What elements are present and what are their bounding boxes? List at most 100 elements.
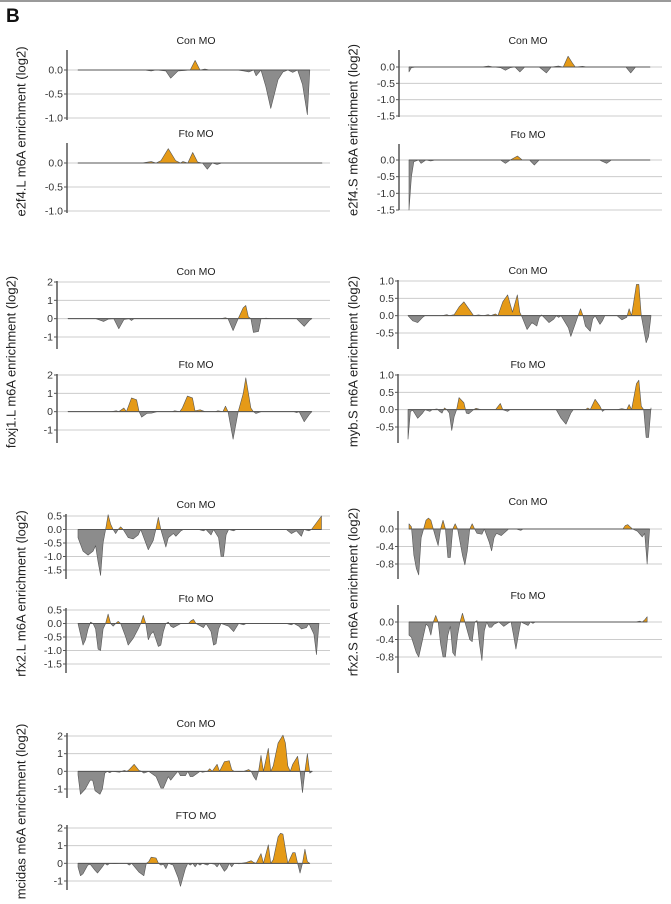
subplot-fto-mo: Fto MO 0.50.0 -0.5-1.0 -1.5: [44, 593, 330, 673]
negative-area: [408, 159, 651, 211]
y-tick-label: 2: [57, 823, 63, 835]
y-tick-label: -0.5: [45, 182, 63, 194]
positive-area: [67, 305, 313, 319]
y-tick-label: -0.5: [44, 632, 62, 644]
subplot-title: Fto MO: [510, 590, 545, 602]
y-tick-label: -0.4: [376, 634, 394, 646]
negative-area: [408, 621, 648, 661]
subplot-title: Fto MO: [178, 593, 213, 605]
subplot-con-mo: Con MO 0.50.0 -0.5-1.0 -1.5: [44, 499, 330, 579]
y-tick-label: -1.5: [377, 111, 395, 123]
y-tick-label: 1: [57, 748, 63, 760]
subplot-title: FTO MO: [176, 810, 217, 822]
y-tick-label: 1: [47, 388, 53, 400]
subplot-fto-mo: Fto MO 1.0 0.5 0.0 -0.5: [376, 359, 662, 443]
y-tick-label: 0.0: [379, 310, 394, 322]
y-tick-label: 0.0: [380, 155, 395, 167]
top-border: [0, 0, 671, 2]
chart-e2f4.L: e2f4.L m6A enrichment (log2) Con MO 0.0 -0.…: [13, 35, 330, 218]
y-tick-label: 0.0: [379, 524, 394, 536]
negative-area: [77, 162, 323, 170]
y-tick-label: -0.5: [44, 538, 62, 550]
subplot-con-mo: Con MO 1.0 0.5 0.0 -0.5: [376, 265, 662, 349]
subplot-title: Con MO: [176, 499, 215, 511]
y-tick-label: 0.0: [47, 524, 62, 536]
positive-area: [407, 379, 652, 410]
y-tick-label: 2: [57, 731, 63, 743]
y-tick-label: 2: [47, 277, 53, 289]
negative-area: [77, 863, 311, 887]
y-tick-label: -1.5: [377, 205, 395, 217]
chart-mcidas: mcidas m6A enrichment (log2) Con MO210-1F…: [13, 718, 332, 899]
subplot-title: Con MO: [176, 35, 215, 47]
y-tick-label: 1: [57, 840, 63, 852]
y-tick-label: 0.0: [48, 158, 63, 170]
subplot-title: Con MO: [176, 718, 215, 730]
y-tick-label: -0.5: [45, 89, 63, 101]
y-tick-label: 0.0: [380, 62, 395, 74]
y-tick-label: -1: [54, 784, 63, 796]
subplot-con-mo: Con MO 2 1 0 -1: [44, 266, 330, 349]
subplot-con-mo: Con MO 0.0 -0.4 -0.8: [376, 496, 662, 579]
positive-area: [408, 517, 650, 530]
chart-foxj1.L: foxj1.L m6A enrichment (log2) Con MO 2 1 0 -1…: [3, 266, 330, 448]
positive-area: [77, 833, 311, 864]
y-tick-label: 0.5: [379, 293, 394, 305]
positive-area: [77, 514, 322, 530]
y-tick-label: -1.0: [44, 645, 62, 657]
negative-area: [407, 315, 652, 344]
y-axis-label: rfx2.L m6A enrichment (log2): [13, 510, 28, 676]
y-tick-label: -1: [54, 876, 63, 888]
y-tick-label: -0.5: [377, 171, 395, 183]
y-axis-label: e2f4.S m6A enrichment (log2): [345, 44, 360, 216]
y-tick-label: -0.8: [376, 559, 394, 571]
subplot-fto-mo: Fto MO 0.0 -0.5 -1.0 -1.5: [377, 129, 662, 217]
y-axis-label: mcidas m6A enrichment (log2): [13, 724, 28, 900]
y-axis-label: myb.S m6A enrichment (log2): [345, 276, 360, 447]
y-tick-label: -1.5: [44, 565, 62, 577]
negative-area: [77, 771, 313, 795]
y-tick-label: 1.0: [379, 370, 394, 382]
y-tick-label: -1: [44, 425, 53, 437]
positive-area: [407, 284, 652, 316]
subplot-title: Con MO: [508, 35, 547, 47]
negative-area: [67, 318, 313, 333]
chart-rfx2.S: rfx2.S m6A enrichment (log2) Con MO 0.0 -0.…: [345, 496, 662, 676]
y-axis-label: foxj1.L m6A enrichment (log2): [3, 276, 18, 448]
y-tick-label: -1.0: [45, 206, 63, 218]
y-tick-label: 1: [47, 295, 53, 307]
subplot-con-mo: Con MO 0.0 -0.5 -1.0 -1.5: [377, 35, 662, 123]
y-axis-label: e2f4.L m6A enrichment (log2): [13, 46, 28, 216]
y-tick-label: 0.0: [47, 618, 62, 630]
subplot-fto-mo: FTO MO 2 1 0 -1: [54, 810, 332, 890]
y-tick-label: 0: [57, 858, 63, 870]
positive-area: [408, 55, 651, 68]
y-tick-label: 0: [57, 766, 63, 778]
y-tick-label: -0.5: [376, 328, 394, 340]
subplot-title: Fto MO: [178, 128, 213, 140]
subplot-title: Fto MO: [510, 129, 545, 141]
subplot-title: Con MO: [508, 265, 547, 277]
y-tick-label: -1.0: [377, 188, 395, 200]
negative-area: [408, 66, 651, 74]
y-tick-label: 0.0: [379, 617, 394, 629]
positive-area: [408, 155, 651, 161]
subplot-fto-mo: Fto MO 0.0 -0.4 -0.8: [376, 590, 662, 673]
positive-area: [77, 60, 311, 71]
positive-area: [77, 613, 320, 624]
y-tick-label: -1.0: [377, 94, 395, 106]
y-tick-label: -0.5: [377, 78, 395, 90]
y-tick-label: 0: [47, 313, 53, 325]
y-tick-label: 0.5: [379, 387, 394, 399]
negative-area: [408, 528, 650, 576]
chart-e2f4.S: e2f4.S m6A enrichment (log2) Con MO 0.0 -0.…: [345, 35, 662, 217]
positive-area: [408, 612, 648, 623]
chart-myb.S: myb.S m6A enrichment (log2) Con MO 1.0 0.5 0…: [345, 265, 662, 447]
subplot-title: Con MO: [176, 266, 215, 278]
panel-label: B: [6, 6, 20, 27]
y-tick-label: -0.8: [376, 652, 394, 664]
subplot-title: Fto MO: [178, 359, 213, 371]
negative-area: [67, 411, 313, 440]
subplot-fto-mo: Fto MO 2 1 0 -1: [44, 359, 330, 443]
